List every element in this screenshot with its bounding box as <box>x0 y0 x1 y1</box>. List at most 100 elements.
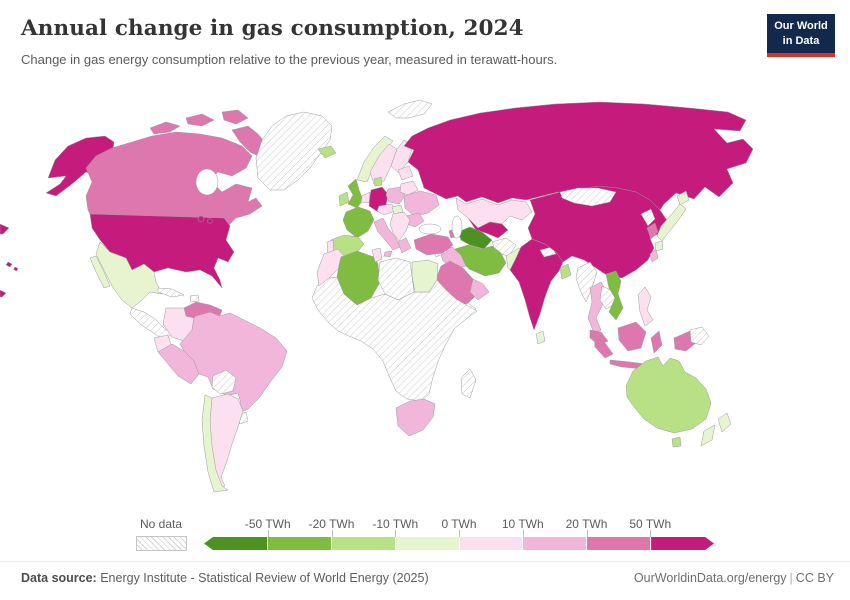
legend-tick-label: 10 TWh <box>501 517 544 531</box>
legend-segment-m20-m10[interactable] <box>331 537 396 550</box>
legend-tick-mark <box>650 530 652 537</box>
country-egypt[interactable] <box>411 259 439 293</box>
country-morocco[interactable] <box>316 248 346 287</box>
legend-segment-10-20[interactable] <box>523 537 588 550</box>
legend-tick-mark <box>331 530 333 537</box>
country-belarus[interactable] <box>399 180 419 196</box>
country-japan-hokkaido[interactable] <box>676 190 690 206</box>
country-new-zealand-south[interactable] <box>700 424 716 447</box>
country-chile[interactable] <box>201 394 229 493</box>
no-data-label: No data <box>139 517 183 531</box>
country-ireland[interactable] <box>338 191 350 207</box>
country-france[interactable] <box>342 206 375 239</box>
country-canada-arctic-1[interactable] <box>149 121 181 135</box>
country-indonesia-sulawesi[interactable] <box>650 330 663 354</box>
country-libya[interactable] <box>377 257 415 301</box>
country-iceland[interactable] <box>317 145 337 159</box>
legend-tick-mark <box>522 530 524 537</box>
legend-tick-mark <box>459 530 460 537</box>
country-nepal[interactable] <box>539 246 557 258</box>
legend-tick-label: -20 TWh <box>308 517 355 531</box>
country-mongolia[interactable] <box>559 187 617 207</box>
legend-tick-label: -50 TWh <box>244 517 291 531</box>
country-sri-lanka[interactable] <box>535 330 546 345</box>
country-united-kingdom[interactable] <box>347 178 364 209</box>
country-hawaii[interactable] <box>5 261 19 272</box>
country-norway[interactable] <box>356 135 394 183</box>
country-papua-new-guinea[interactable] <box>689 326 710 346</box>
country-turkmenistan[interactable] <box>457 226 493 250</box>
country-canada-arctic-3[interactable] <box>221 109 249 125</box>
country-tasmania[interactable] <box>671 436 682 448</box>
country-russia[interactable] <box>403 101 754 237</box>
country-italy-sicily[interactable] <box>383 250 393 258</box>
country-turkey[interactable] <box>413 233 454 256</box>
chart-subtitle: Change in gas energy consumption relativ… <box>21 52 558 67</box>
owid-link[interactable]: OurWorldinData.org/energy <box>633 571 787 585</box>
page-title: Annual change in gas consumption, 2024 <box>21 16 524 41</box>
credit-separator: | <box>789 571 793 585</box>
country-benelux[interactable] <box>360 191 371 204</box>
country-australia[interactable] <box>625 356 712 434</box>
no-data-swatch[interactable] <box>136 536 187 551</box>
chart-footer: Data source: Energy Institute - Statisti… <box>0 561 850 600</box>
great-lake <box>207 218 213 224</box>
country-madagascar[interactable] <box>460 368 477 399</box>
country-indonesia-borneo[interactable] <box>617 321 647 352</box>
great-lake <box>197 215 205 223</box>
legend-tick-mark <box>586 530 588 537</box>
country-vietnam[interactable] <box>605 270 624 321</box>
data-source-text: Energy Institute - Statistical Review of… <box>100 571 429 585</box>
caspian-sea <box>451 215 463 239</box>
map-legend: No data -50 TWh -20 TWh -10 TWh 0 TWh 10… <box>0 510 850 558</box>
owid-logo[interactable]: Our World in Data <box>767 14 835 53</box>
country-japan-honshu[interactable] <box>656 203 687 242</box>
country-russia-wrap[interactable] <box>0 223 10 298</box>
country-ukraine[interactable] <box>403 190 440 217</box>
country-japan-kyushu[interactable] <box>654 240 664 252</box>
data-source: Data source: Energy Institute - Statisti… <box>21 571 429 585</box>
legend-segment-20-50[interactable] <box>587 537 652 550</box>
legend-bar <box>204 537 714 550</box>
country-bangladesh[interactable] <box>559 263 572 280</box>
country-greece[interactable] <box>397 237 412 254</box>
country-new-zealand-north[interactable] <box>717 412 732 433</box>
country-indonesia-sumatra[interactable] <box>593 335 614 359</box>
hudson-bay <box>195 168 219 196</box>
legend-tick-label: 0 TWh <box>441 517 477 531</box>
legend-segment-0-10[interactable] <box>459 537 524 550</box>
country-hispaniola[interactable] <box>189 294 200 303</box>
country-mexico[interactable] <box>95 241 163 309</box>
country-algeria[interactable] <box>336 250 381 306</box>
country-bolivia[interactable] <box>211 369 237 395</box>
country-baltics[interactable] <box>397 165 414 181</box>
country-oman[interactable] <box>469 278 490 301</box>
country-mexico-baja[interactable] <box>89 255 111 289</box>
country-canada[interactable] <box>85 131 263 227</box>
country-south-africa[interactable] <box>395 398 436 437</box>
logo-line2: in Data <box>782 34 820 47</box>
legend-segment-gt-50[interactable] <box>651 537 714 550</box>
country-balkans[interactable] <box>389 211 411 242</box>
legend-segment-m50-m20[interactable] <box>267 537 332 550</box>
country-czechia-austria[interactable] <box>376 203 396 216</box>
logo-line1: Our World <box>774 20 828 33</box>
country-philippines[interactable] <box>637 286 654 327</box>
country-tunisia[interactable] <box>371 247 383 263</box>
country-sub-saharan-africa[interactable] <box>311 276 478 402</box>
country-taiwan[interactable] <box>649 248 659 263</box>
country-south-korea[interactable] <box>646 222 659 240</box>
legend-segment-m10-0[interactable] <box>395 537 460 550</box>
country-denmark[interactable] <box>373 176 383 187</box>
country-greenland[interactable] <box>255 111 333 191</box>
country-north-korea[interactable] <box>640 208 656 227</box>
country-canada-arctic-2[interactable] <box>185 113 215 127</box>
legend-tick-label: -10 TWh <box>372 517 419 531</box>
country-svalbard[interactable] <box>387 99 433 119</box>
country-myanmar[interactable] <box>575 261 598 303</box>
country-cuba[interactable] <box>157 287 185 298</box>
legend-tick-label: 20 TWh <box>565 517 608 531</box>
black-sea <box>418 223 442 235</box>
legend-segment-lt-50[interactable] <box>204 537 268 550</box>
